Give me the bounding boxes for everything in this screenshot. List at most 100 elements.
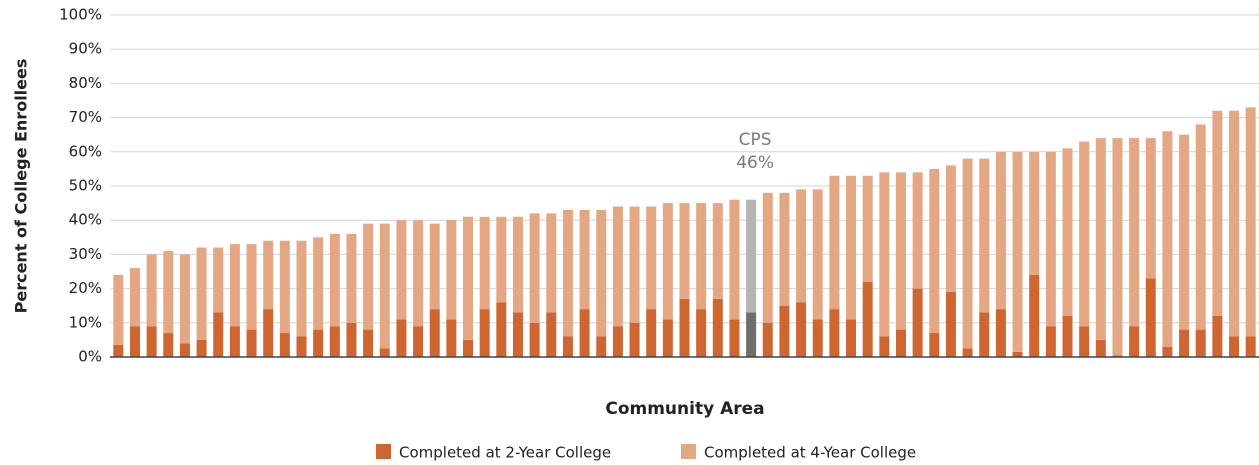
bar-segment [1029, 274, 1040, 357]
bar-segment [979, 312, 990, 357]
y-tick-label: 20% [69, 279, 102, 297]
bar-segment [279, 240, 290, 334]
bar-segment [1129, 138, 1140, 327]
bar-segment [529, 322, 540, 357]
annotation-label: CPS [739, 130, 772, 150]
bar-segment [829, 175, 840, 310]
bar-segment [995, 151, 1006, 310]
bar-segment [379, 348, 390, 357]
bar-segment [446, 220, 457, 320]
bar-segment [163, 333, 174, 357]
bar-segment [529, 213, 540, 323]
bar-segment [1245, 107, 1256, 337]
bar-segment [1179, 329, 1190, 357]
legend-label: Completed at 4-Year College [704, 444, 916, 462]
bar-segment [1162, 346, 1173, 357]
bar-segment [296, 240, 307, 337]
x-axis-label: Community Area [605, 399, 764, 419]
legend-swatch [681, 444, 696, 459]
bar-segment [746, 312, 757, 357]
bar-segment [729, 319, 740, 357]
bar-segment [1195, 124, 1206, 330]
bar-segment [213, 247, 224, 313]
bar-segment [546, 213, 557, 313]
bar-segment [479, 309, 490, 357]
y-tick-label: 80% [69, 74, 102, 92]
bar-segment [546, 312, 557, 357]
bar-segment [729, 199, 740, 320]
bar-segment [662, 319, 673, 357]
bar-segment [1229, 110, 1240, 337]
bar-segment [945, 292, 956, 357]
annotation-value: 46% [736, 153, 774, 173]
bar-segment [596, 209, 607, 337]
bar-segment [1145, 138, 1156, 279]
bar-segment [463, 216, 474, 340]
bar-segment [296, 336, 307, 357]
bar-segment [696, 203, 707, 310]
bar-segment [1095, 138, 1106, 340]
bar-segment [179, 254, 190, 344]
bar-segment [1045, 151, 1056, 327]
bar-segment [113, 274, 124, 346]
bar-segment [696, 309, 707, 357]
bar-segment [879, 336, 890, 357]
bar-segment [429, 309, 440, 357]
bar-segment [862, 281, 873, 357]
bar-segment [1062, 315, 1073, 357]
bar-segment [612, 206, 623, 327]
y-tick-label: 40% [69, 211, 102, 229]
bar-segment [562, 209, 573, 337]
bar-segment [779, 305, 790, 357]
bar-segment [512, 312, 523, 357]
bar-segment [512, 216, 523, 313]
bar-segment [1095, 339, 1106, 357]
bar-segment [413, 326, 424, 357]
bar-segment [313, 237, 324, 330]
y-tick-label: 50% [69, 177, 102, 195]
bar-segment [895, 329, 906, 357]
bar-segment [496, 216, 507, 303]
bar-segment [479, 216, 490, 310]
bar-segment [895, 172, 906, 330]
bar-segment [446, 319, 457, 357]
bar-segment [662, 203, 673, 320]
bar-segment [646, 309, 657, 357]
bar-segment [129, 326, 140, 357]
bar-segment [929, 168, 940, 334]
bar-segment [679, 298, 690, 357]
bar-segment [129, 268, 140, 327]
bar-segment [1112, 138, 1123, 356]
bar-segment [1212, 110, 1223, 316]
bar-segment [363, 223, 374, 330]
bar-segment [279, 333, 290, 357]
bar-segment [179, 343, 190, 357]
bar-segment [1229, 336, 1240, 357]
bar-segment [912, 288, 923, 357]
bar-segment [1079, 141, 1090, 327]
bar-segment [862, 175, 873, 282]
bar-segment [962, 158, 973, 349]
bar-segment [346, 233, 357, 323]
bar-segment [679, 203, 690, 299]
bar-segment [1045, 326, 1056, 357]
bar-segment [1212, 315, 1223, 357]
bar-segment [1029, 151, 1040, 275]
bar-segment [396, 319, 407, 357]
bar-segment [646, 206, 657, 310]
bar-segment [1129, 326, 1140, 357]
bar-segment [629, 206, 640, 323]
y-tick-label: 90% [69, 40, 102, 58]
bar-segment [612, 326, 623, 357]
bar-segment [846, 175, 857, 320]
bar-segment [163, 250, 174, 334]
bar-segment [346, 322, 357, 357]
bar-segment [1162, 131, 1173, 347]
bar-segment [263, 309, 274, 357]
bar-segment [846, 319, 857, 357]
bar-segment [812, 319, 823, 357]
bar-segment [779, 192, 790, 306]
bar-segment [629, 322, 640, 357]
bar-segment [329, 326, 340, 357]
bar-segment [496, 302, 507, 357]
